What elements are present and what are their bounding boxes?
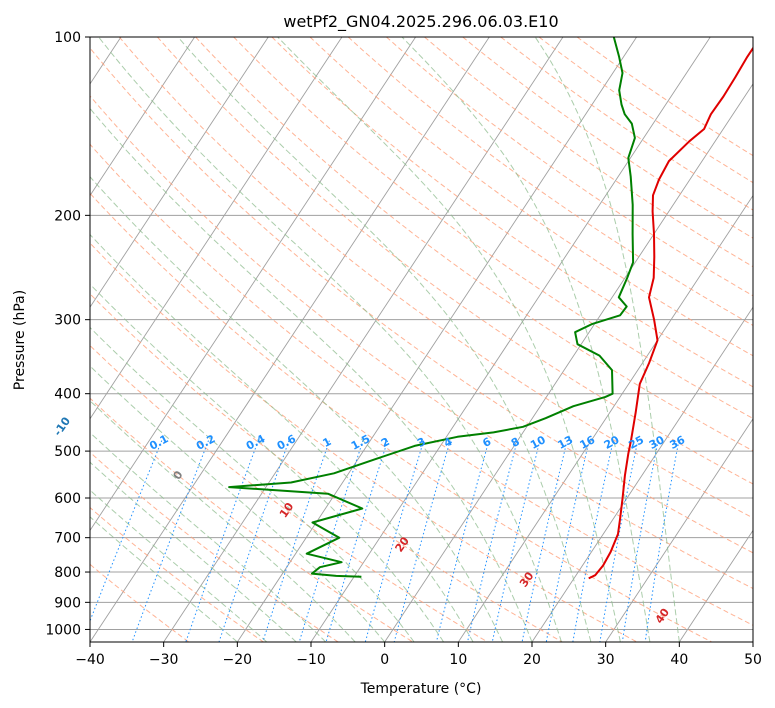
dry-adiabat-line xyxy=(90,192,712,642)
mixing-ratio-line xyxy=(90,440,163,623)
dry-adiabat-line xyxy=(90,506,264,642)
dry-adiabat-line xyxy=(90,344,488,642)
moist-adiabat-line xyxy=(534,37,680,642)
dry-adiabat-line xyxy=(90,397,414,642)
mixing-ratio-line xyxy=(298,440,364,642)
moist-adiabat-line xyxy=(90,176,503,642)
dry-adiabat-line xyxy=(90,95,753,590)
mixing-ratio-line xyxy=(131,440,209,642)
mixing-ratio-line xyxy=(467,440,518,642)
x-axis-title: Temperature (°C) xyxy=(360,681,482,697)
mixing-ratio-line xyxy=(218,440,290,642)
isotherm-line xyxy=(90,37,417,532)
dry-adiabat-line xyxy=(90,47,753,554)
y-tick-label: 300 xyxy=(54,313,81,329)
y-axis-ticks: 100 200 300 400 500 600 700 800 900 1000 xyxy=(45,30,90,638)
mixing-ratio-line xyxy=(325,440,389,642)
mixing-ratio-label: 36 xyxy=(668,433,688,452)
mixing-ratio-line xyxy=(599,440,639,642)
chart-title: wetPf2_GN04.2025.296.06.03.E10 xyxy=(283,12,558,32)
moist-adiabat-line xyxy=(98,37,562,642)
x-tick-label: 40 xyxy=(670,652,688,668)
dry-adiabat-line xyxy=(309,37,753,357)
y-tick-label: 900 xyxy=(54,595,81,611)
x-tick-label: 50 xyxy=(744,652,762,668)
mixing-ratio-line xyxy=(521,440,568,642)
profile-series xyxy=(228,37,753,580)
isotherm-line xyxy=(90,37,343,420)
x-tick-label: −40 xyxy=(75,652,105,668)
y-tick-label: 100 xyxy=(54,30,81,46)
isotherm-line xyxy=(384,83,753,642)
moist-adiabat-line xyxy=(90,461,297,642)
mixing-ratio-line xyxy=(435,440,490,642)
mixing-ratio-label: 20 xyxy=(602,433,622,452)
x-tick-label: −10 xyxy=(296,652,326,668)
isotherm-line xyxy=(531,306,753,642)
mixing-ratio-label: 25 xyxy=(626,433,646,452)
x-tick-label: 20 xyxy=(523,652,541,668)
moist-adiabat-line xyxy=(277,37,621,642)
y-tick-label: 600 xyxy=(54,491,81,507)
isotherm-line xyxy=(678,529,753,642)
dry-adiabat-line xyxy=(90,563,190,642)
isotherm-line xyxy=(752,641,753,642)
background-grid xyxy=(90,37,753,642)
y-tick-label: 200 xyxy=(54,208,81,224)
dry-adiabat-line xyxy=(271,37,753,388)
isotherm-line xyxy=(163,37,564,642)
moist-adiabat-line xyxy=(90,400,356,642)
x-tick-label: 30 xyxy=(597,652,615,668)
y-tick-label: 700 xyxy=(54,531,81,547)
x-tick-label: 10 xyxy=(449,652,467,668)
mixing-ratio-label: 13 xyxy=(556,433,576,452)
plot-background xyxy=(90,37,753,642)
dry-adiabat-label: -10 xyxy=(51,414,73,438)
moist-adiabat-line xyxy=(90,107,533,642)
y-tick-label: 1000 xyxy=(45,622,81,638)
moist-adiabat-line xyxy=(177,37,592,642)
isotherm-line xyxy=(90,37,196,197)
dry-adiabat-line xyxy=(118,37,753,519)
isotherm-line xyxy=(236,37,638,642)
x-axis-ticks: −40 −30 −20 −10 0 10 20 30 40 50 xyxy=(75,642,762,668)
dry-adiabat-line xyxy=(90,293,563,642)
y-tick-label: 400 xyxy=(54,387,81,403)
moist-adiabat-line xyxy=(90,516,238,642)
dewpoint-profile-line xyxy=(228,37,636,578)
moist-adiabat-line xyxy=(90,233,474,642)
dry-adiabat-line xyxy=(347,37,753,327)
dry-adiabat-line xyxy=(90,143,753,626)
x-tick-label: −20 xyxy=(223,652,253,668)
moist-adiabat-line xyxy=(90,489,268,642)
isotherm-line xyxy=(605,417,753,642)
y-axis-title: Pressure (hPa) xyxy=(12,290,28,390)
mixing-ratio-line xyxy=(545,440,590,642)
mixing-ratio-line xyxy=(364,440,425,642)
y-tick-label: 800 xyxy=(54,565,81,581)
x-tick-label: 0 xyxy=(380,652,389,668)
mixing-ratio-label: 30 xyxy=(647,433,667,452)
isotherm-line xyxy=(90,37,269,308)
mixing-ratio-line xyxy=(262,440,330,642)
mixing-ratio-line xyxy=(185,440,259,642)
temperature-profile-line xyxy=(588,46,753,580)
x-tick-label: −30 xyxy=(149,652,179,668)
mixing-ratio-label: 10 xyxy=(528,433,548,452)
plot-frame xyxy=(89,36,754,643)
dry-adiabat-line xyxy=(90,242,638,642)
isotherm-line xyxy=(90,37,490,642)
dry-adiabat-line xyxy=(386,37,753,297)
mixing-ratio-line xyxy=(393,440,451,642)
mixing-ratio-label: 16 xyxy=(578,433,598,452)
y-tick-label: 500 xyxy=(54,444,81,460)
moist-adiabat-line xyxy=(90,365,386,642)
mixing-ratio-line xyxy=(572,440,614,642)
